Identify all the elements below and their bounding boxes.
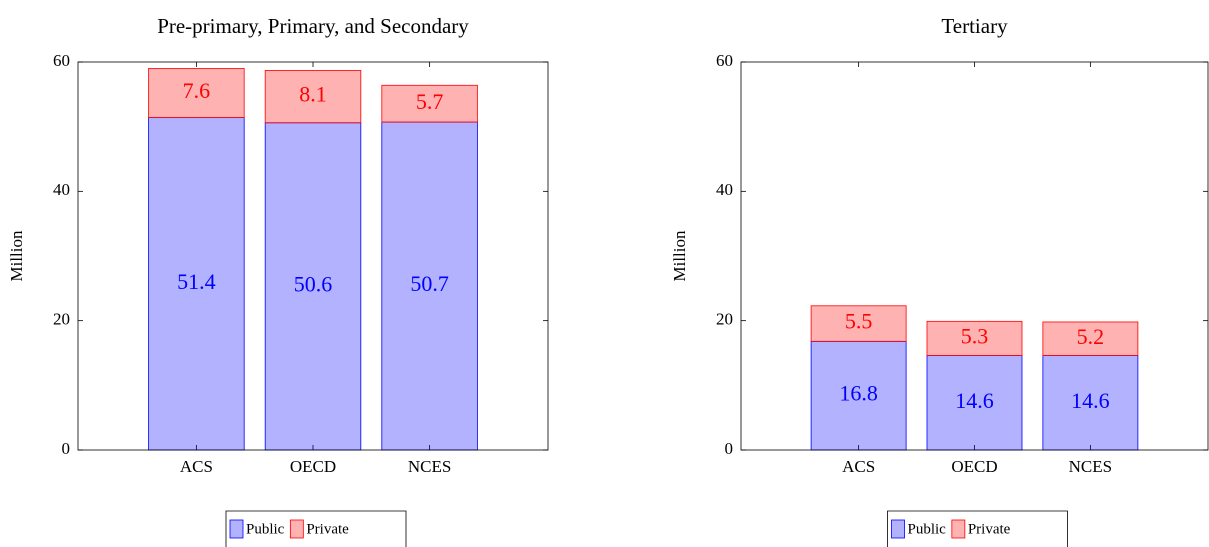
y-tick-label: 0 [62, 439, 71, 458]
data-label: 5.5 [845, 309, 873, 334]
y-tick-label: 40 [53, 180, 70, 199]
data-label: 50.6 [294, 271, 333, 296]
y-tick-label: 60 [53, 51, 70, 70]
data-label: 14.6 [1071, 388, 1110, 413]
bar-segment [381, 84, 478, 123]
x-tick-label: ACS [180, 457, 213, 476]
y-axis-label: Million [7, 230, 26, 282]
legend-box [225, 510, 407, 547]
data-label: 51.4 [177, 269, 216, 294]
y-axis-label: Million [670, 230, 689, 282]
bar-segment [264, 70, 362, 124]
y-tick-label: 20 [716, 310, 733, 329]
x-tick-label: ACS [842, 457, 875, 476]
data-label: 50.7 [410, 271, 449, 296]
legend-swatch [229, 519, 244, 539]
legend-label: Public [246, 521, 285, 537]
bar-segment [1042, 321, 1139, 356]
data-label: 7.6 [183, 78, 211, 103]
x-tick-label: OECD [951, 457, 997, 476]
data-label: 5.3 [961, 323, 989, 348]
data-label: 5.2 [1077, 324, 1105, 349]
chart-title: Tertiary [941, 14, 1008, 38]
bar-segment [926, 320, 1023, 356]
x-tick-label: NCES [1069, 457, 1112, 476]
legend-swatch [891, 519, 905, 539]
legend-swatch [951, 519, 966, 539]
bar-segment [810, 305, 907, 342]
legend-box [887, 510, 1068, 547]
bar-segment [926, 355, 1023, 451]
axes-frame [77, 61, 549, 451]
legend-label: Private [968, 521, 1011, 537]
y-tick-label: 40 [716, 180, 733, 199]
data-label: 8.1 [299, 82, 327, 107]
data-label: 5.7 [416, 89, 444, 114]
legend-label: Private [306, 521, 349, 537]
data-label: 16.8 [839, 381, 878, 406]
bar-segment [148, 68, 245, 119]
x-tick-label: OECD [290, 457, 336, 476]
bar-segment [381, 121, 478, 451]
bar-segment [1042, 355, 1139, 451]
x-tick-label: NCES [408, 457, 451, 476]
axes-frame [740, 61, 1209, 451]
y-tick-label: 20 [53, 310, 70, 329]
y-tick-label: 60 [716, 51, 733, 70]
legend-swatch [289, 519, 304, 539]
chart-title: Pre-primary, Primary, and Secondary [157, 14, 469, 38]
legend-label: Public [908, 521, 947, 537]
y-tick-label: 0 [725, 439, 734, 458]
data-label: 14.6 [955, 388, 994, 413]
